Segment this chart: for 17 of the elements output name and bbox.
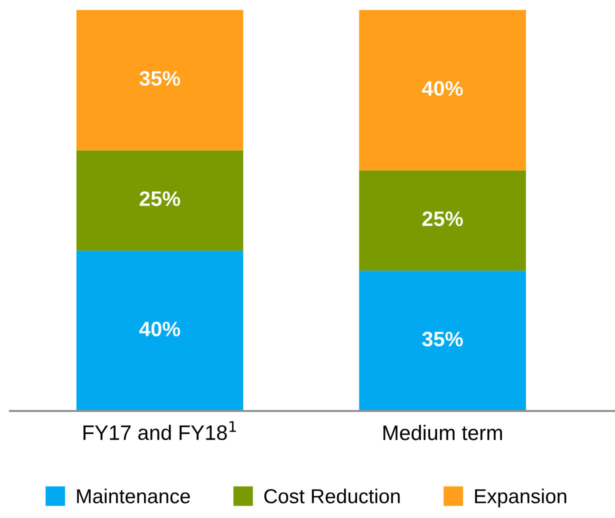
data-label: 25% [422, 211, 463, 226]
x-tick-label: FY17 and FY18$^{1}$ [84, 421, 236, 440]
data-label: 25% [140, 191, 180, 206]
bar [76, 250, 244, 411]
data-label: 35% [422, 332, 463, 346]
bar [76, 150, 244, 251]
bar [76, 10, 244, 150]
legend-label: Expansion [475, 488, 566, 508]
data-label: 40% [422, 81, 463, 96]
bar [359, 270, 526, 411]
data-label: 35% [139, 71, 180, 86]
bar [359, 10, 526, 170]
legend-label: Cost Reduction [264, 488, 400, 504]
x-tick-label: Medium term [383, 424, 502, 440]
data-label: 40% [139, 322, 180, 336]
bar [359, 170, 526, 271]
legend-label: Maintenance [77, 488, 190, 504]
